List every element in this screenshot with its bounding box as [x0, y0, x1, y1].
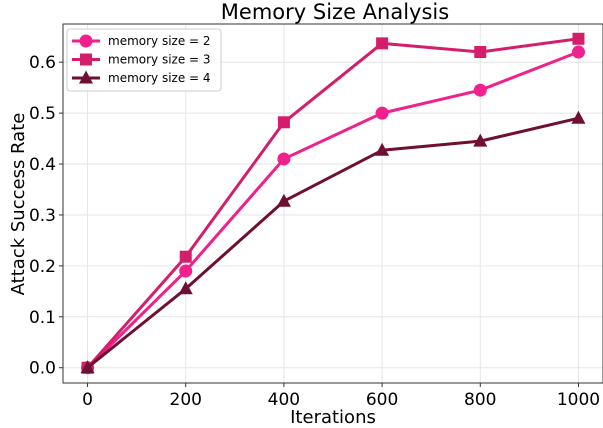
ticks-layer: 0 200 400 600 800 1000 0.0 0.1 0.2 0.3 0.4 0.5 0.6 [29, 53, 600, 410]
y-tick-label: 0.0 [29, 359, 56, 379]
legend-marker [79, 34, 93, 48]
x-tick-label: 1000 [557, 390, 600, 410]
data-point [178, 281, 193, 295]
chart-title: Memory Size Analysis [221, 0, 449, 24]
data-point [571, 110, 586, 124]
legend: memory size = 2 memory size = 3 memory siz… [66, 28, 222, 92]
x-axis-label: Iterations [290, 407, 376, 428]
x-tick-label: 400 [268, 390, 300, 410]
y-axis-label: Attack Success Rate [8, 113, 29, 296]
data-point [80, 360, 95, 374]
series-layer [80, 32, 586, 375]
series-3 [80, 110, 586, 374]
series-line [86, 50, 579, 369]
y-tick-label: 0.6 [29, 53, 56, 73]
data-point [474, 46, 487, 59]
legend-label: memory size = 2 [108, 34, 211, 48]
series-line [86, 37, 579, 369]
data-point [376, 37, 389, 50]
legend-entry: memory size = 2 [72, 34, 211, 48]
legend-entry: memory size = 4 [72, 70, 211, 85]
data-point [473, 133, 488, 147]
data-point [375, 142, 390, 156]
series-1 [81, 45, 585, 375]
data-point [276, 193, 291, 207]
y-tick-label: 0.4 [29, 155, 56, 175]
y-tick-label: 0.5 [29, 104, 56, 124]
data-point [375, 106, 389, 120]
y-tick-label: 0.3 [29, 206, 56, 226]
legend-box [66, 28, 222, 92]
legend-entry: memory size = 3 [72, 53, 211, 67]
data-point [179, 264, 193, 278]
x-tick-label: 0 [82, 390, 93, 410]
data-point [571, 45, 585, 59]
legend-label: memory size = 4 [108, 71, 211, 85]
y-tick-label: 0.1 [29, 308, 56, 328]
legend-marker [79, 70, 93, 84]
data-point [179, 250, 192, 263]
data-point [572, 32, 585, 45]
y-tick-label: 0.2 [29, 257, 56, 277]
x-tick-label: 600 [366, 390, 398, 410]
grid-layer [63, 24, 603, 383]
series-line [86, 116, 579, 369]
x-tick-label: 800 [464, 390, 496, 410]
x-tick-label: 200 [170, 390, 202, 410]
legend-marker [80, 53, 92, 66]
data-point [277, 152, 291, 166]
data-point [473, 83, 487, 97]
data-point [277, 116, 290, 129]
legend-label: memory size = 3 [108, 53, 211, 67]
plot-frame [62, 23, 603, 384]
